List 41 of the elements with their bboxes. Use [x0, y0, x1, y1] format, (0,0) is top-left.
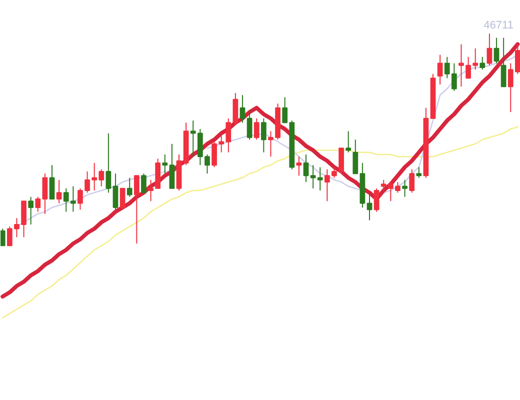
- candlestick: [296, 156, 302, 176]
- candlestick: [204, 154, 210, 174]
- candlestick: [260, 118, 266, 153]
- candlestick: [346, 130, 352, 153]
- candlestick: [352, 139, 358, 174]
- candlestick: [49, 164, 55, 200]
- candlestick: [494, 37, 500, 64]
- candlestick: [28, 196, 34, 225]
- candlestick: [106, 132, 112, 194]
- candlestick: [303, 154, 309, 183]
- candlestick: [0, 228, 6, 246]
- candlestick: [500, 37, 506, 88]
- candlestick: [254, 118, 260, 140]
- candlestick: [480, 56, 486, 70]
- candlestick: [169, 143, 175, 189]
- candlestick: [42, 173, 48, 214]
- candlestick: [56, 179, 62, 204]
- candlestick: [486, 33, 492, 66]
- text: 46711: [484, 20, 514, 32]
- candlestick: [63, 188, 69, 212]
- candlestick: [338, 148, 344, 174]
- candlestick: [134, 175, 140, 244]
- candlestick: [374, 188, 380, 212]
- candlestick: [416, 166, 422, 178]
- candlestick: [246, 109, 252, 140]
- candlestick: [141, 173, 146, 194]
- candlestick: [70, 186, 76, 212]
- candlestick: [437, 54, 443, 85]
- candlestick: [240, 94, 246, 124]
- candlestick: [21, 200, 26, 238]
- candlestick: [232, 92, 238, 126]
- candlestick: [112, 173, 118, 210]
- candlestick: [35, 196, 41, 212]
- candlestick: [409, 168, 415, 194]
- candlestick: [366, 192, 372, 221]
- candlestick: [126, 177, 132, 198]
- candlestick: [268, 130, 274, 158]
- candlestick: [78, 188, 83, 210]
- candlestick: [120, 188, 126, 210]
- candlestick: [402, 179, 408, 198]
- candlestick: [162, 154, 168, 174]
